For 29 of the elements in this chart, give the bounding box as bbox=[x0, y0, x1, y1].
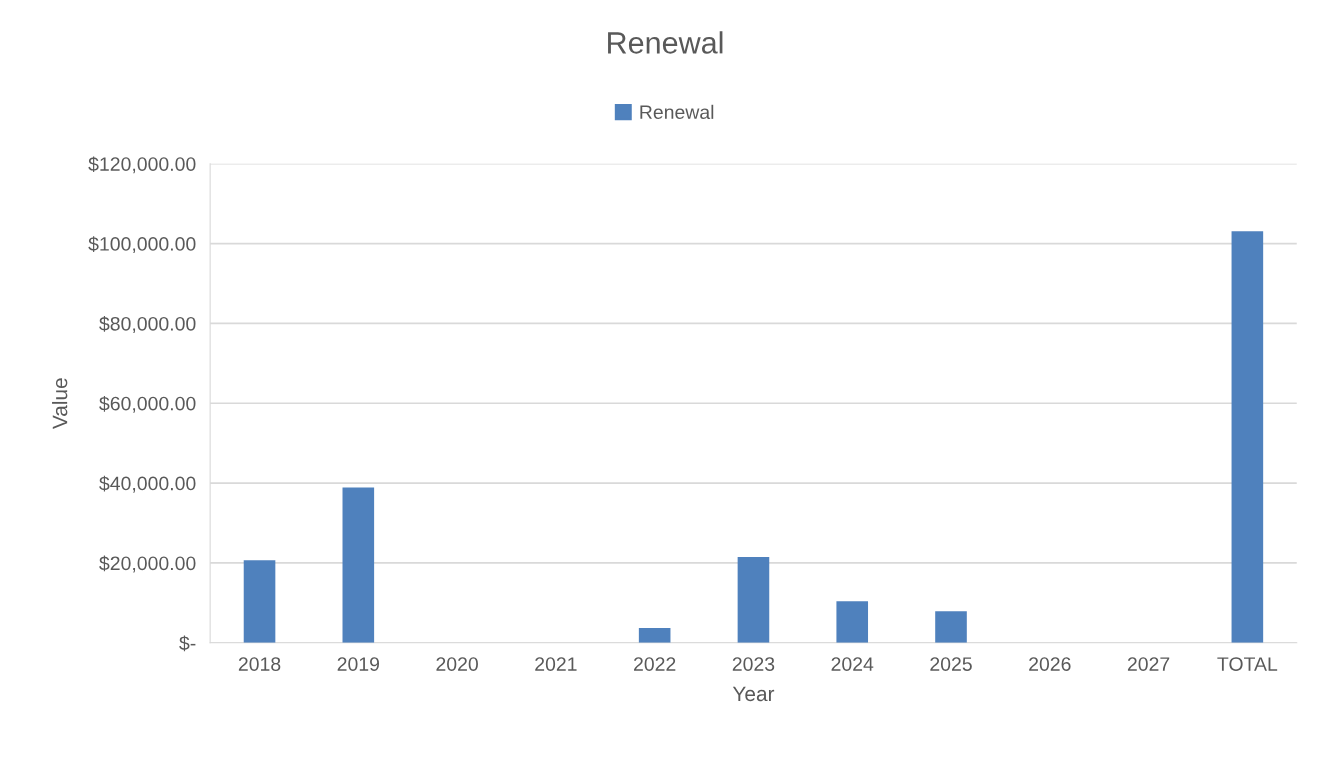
y-axis-title: Value bbox=[52, 378, 68, 430]
x-tick-label: 2018 bbox=[238, 657, 281, 671]
bar bbox=[638, 628, 671, 643]
y-tick-label: $20,000.00 bbox=[99, 555, 196, 573]
x-tick-label: 2022 bbox=[634, 657, 676, 671]
x-tick-label: 2027 bbox=[1127, 657, 1170, 671]
y-tick-label: $120,000.00 bbox=[88, 156, 196, 174]
x-tick-label: 2023 bbox=[732, 657, 775, 671]
y-tick-label: $40,000.00 bbox=[99, 475, 196, 493]
x-tick-label: 2025 bbox=[930, 657, 972, 671]
x-tick-label: TOTAL bbox=[1217, 657, 1278, 671]
y-tick-label: $100,000.00 bbox=[88, 236, 196, 254]
x-tick-label: 2019 bbox=[337, 657, 380, 671]
bar bbox=[935, 611, 967, 643]
x-tick-label: 2026 bbox=[1029, 657, 1071, 671]
x-axis-title: Year bbox=[732, 686, 775, 702]
x-tick-label: 2020 bbox=[436, 657, 478, 671]
x-tick-label: 2024 bbox=[831, 657, 874, 671]
legend-label: Renewal bbox=[640, 104, 714, 120]
bar bbox=[342, 487, 375, 643]
bar bbox=[737, 556, 770, 643]
y-tick-label: $60,000.00 bbox=[99, 395, 196, 413]
bar bbox=[836, 601, 869, 643]
bar bbox=[1231, 231, 1264, 643]
y-tick-label: $- bbox=[179, 635, 196, 652]
x-tick-label: 2021 bbox=[535, 657, 577, 671]
y-tick-label: $80,000.00 bbox=[99, 316, 196, 333]
chart-title: Renewal bbox=[608, 31, 723, 54]
bar bbox=[243, 560, 276, 643]
